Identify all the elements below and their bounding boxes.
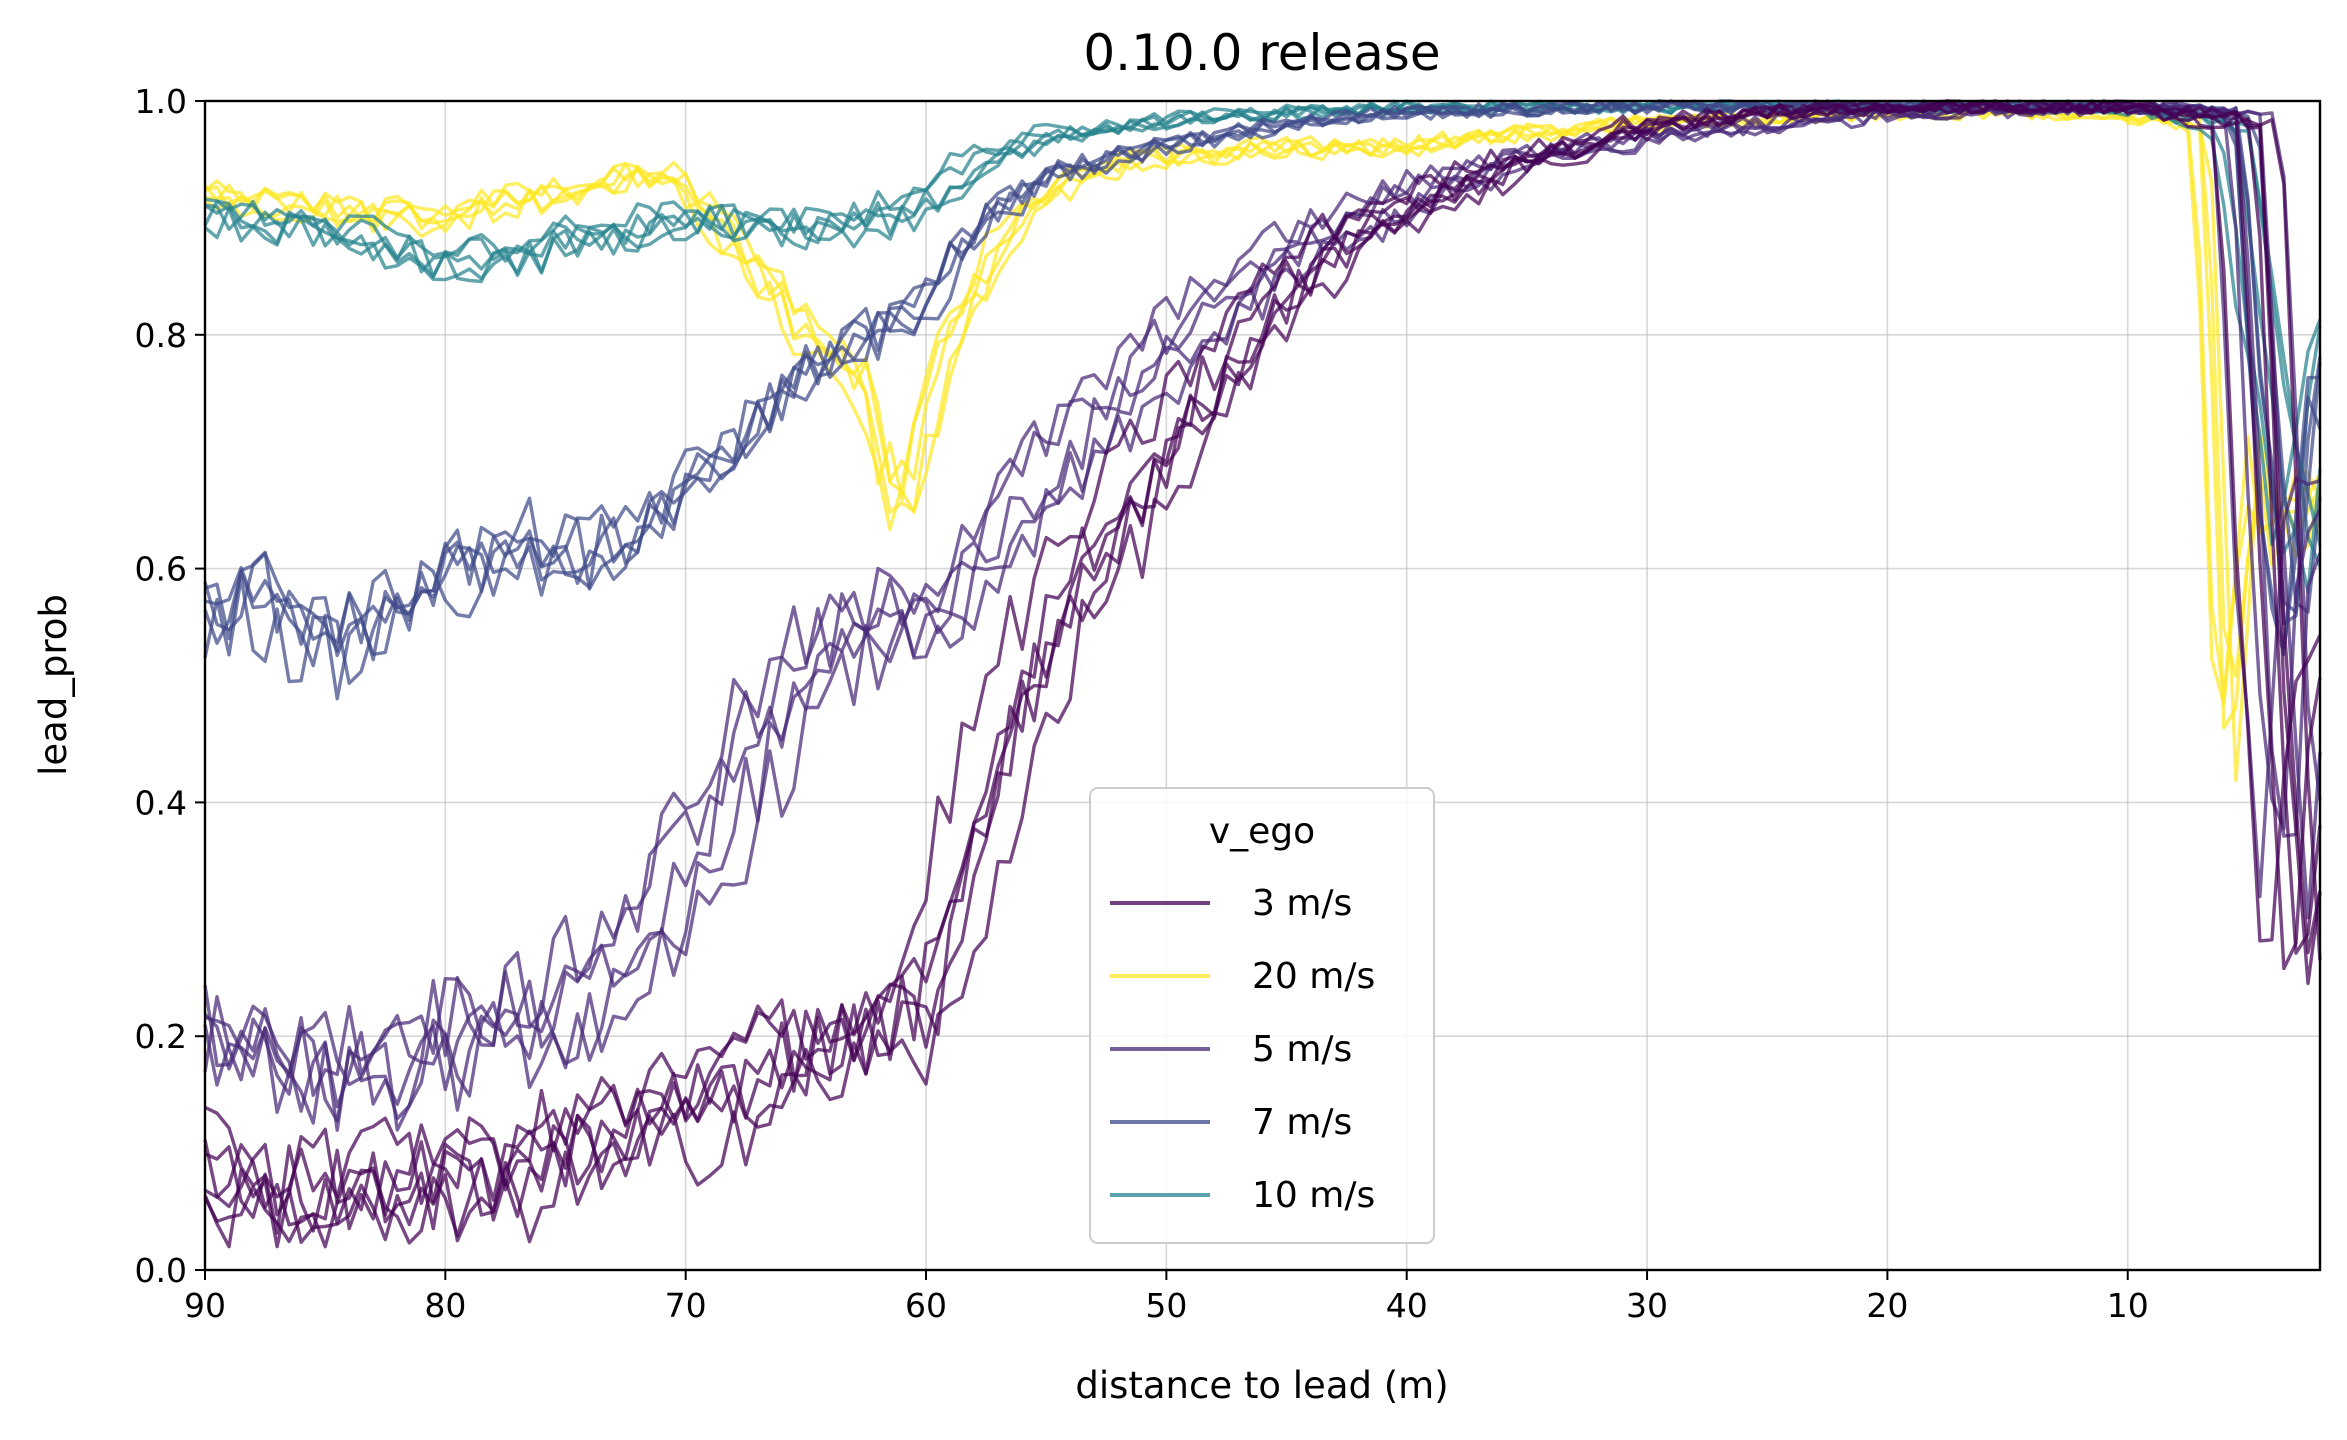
- series-line: [203, 99, 2322, 1249]
- legend-entries: 3 m/s 20 m/s 5 m/s 7 m/s 10 m/s: [1110, 883, 1375, 1216]
- legend-label: 10 m/s: [1252, 1175, 1375, 1216]
- series-line: [203, 100, 2322, 1132]
- legend-title: v_ego: [1209, 811, 1315, 852]
- axis-ticks: 90 80 70 60 50 40 30 20 10 0.0 0.2 0.4 0.6 0.8 1.0: [135, 82, 2149, 1325]
- x-tick-label: 80: [424, 1286, 466, 1325]
- series-lines: [203, 99, 2322, 1249]
- x-tick-label: 30: [1626, 1286, 1668, 1325]
- x-tick-label: 90: [184, 1286, 226, 1325]
- y-tick-label: 0.6: [135, 550, 187, 589]
- x-tick-label: 40: [1386, 1286, 1428, 1325]
- x-tick-label: 70: [665, 1286, 707, 1325]
- plot-frame: [203, 99, 2322, 1272]
- legend-label: 3 m/s: [1252, 883, 1352, 924]
- y-tick-label: 1.0: [135, 82, 187, 121]
- x-tick-label: 20: [1866, 1286, 1908, 1325]
- x-tick-label: 60: [905, 1286, 947, 1325]
- y-tick-label: 0.8: [135, 316, 187, 355]
- y-tick-label: 0.2: [135, 1017, 187, 1056]
- y-axis-label: lead_prob: [32, 594, 75, 776]
- y-tick-label: 0.4: [135, 783, 187, 822]
- chart-title: 0.10.0 release: [1083, 24, 1440, 82]
- y-tick-label: 0.0: [135, 1251, 187, 1290]
- x-axis-label: distance to lead (m): [1075, 1364, 1448, 1407]
- series-line: [204, 99, 2322, 1231]
- legend-label: 20 m/s: [1252, 956, 1375, 997]
- x-tick-label: 50: [1145, 1286, 1187, 1325]
- legend-label: 5 m/s: [1252, 1029, 1352, 1070]
- legend: v_ego 3 m/s 20 m/s 5 m/s 7 m/s 10 m/s: [1089, 787, 1435, 1244]
- legend-label: 7 m/s: [1252, 1102, 1352, 1143]
- x-tick-label: 10: [2107, 1286, 2149, 1325]
